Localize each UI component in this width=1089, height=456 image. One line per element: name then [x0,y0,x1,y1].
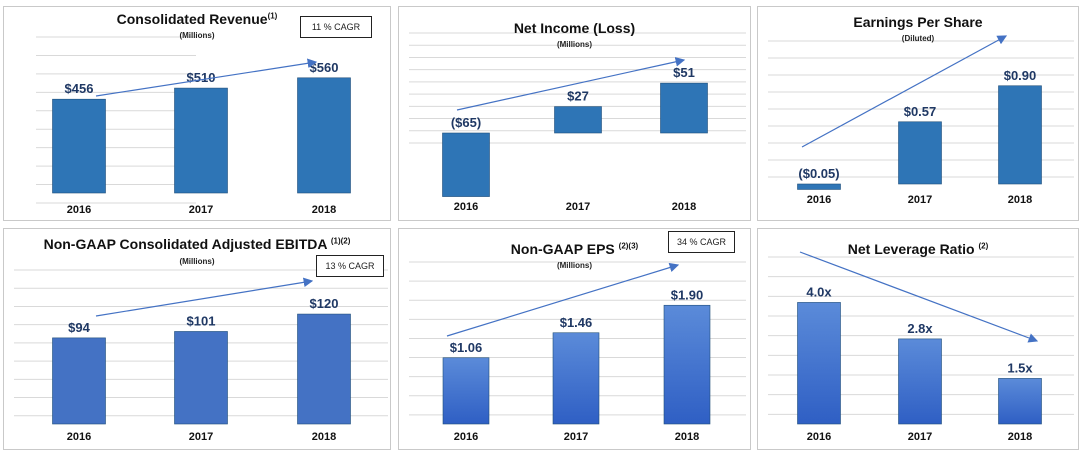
leverage-title: Net Leverage Ratio (2) [847,241,989,257]
net-income-title: Net Income (Loss) [513,20,636,36]
eps-trend-arrow [801,35,1008,148]
revenue-bar-2016 [52,98,106,194]
net-income-bar-2018 [660,82,708,134]
nongaap-eps-panel: $1.06 2016 $1.46 2017 $1.90 2018 Non-GAAP EPS… [398,228,751,450]
revenue-data-label-2017: $510 [187,70,216,85]
leverage-panel: 4.0x 2016 2.8x 2017 1.5x 2018 Net Leverage Ra… [757,228,1079,450]
leverage-tick-label-2017: 2017 [908,431,932,443]
ebitda-tick-label-2016: 2016 [67,431,91,443]
nongaap-eps-cagr-box: 34 % CAGR [668,231,735,253]
ebitda-bar-2017 [174,331,228,425]
nongaap-eps-chart: $1.06 2016 $1.46 2017 $1.90 2018 [409,261,746,443]
revenue-subtitle: (Millions) [179,31,215,40]
ebitda-bar-2016 [52,337,106,425]
revenue-panel: $456 2016 $510 2017 $560 2018 Consolidated Re… [3,6,391,221]
revenue-tick-label-2018: 2018 [312,204,336,216]
leverage-tick-label-2016: 2016 [807,431,831,443]
net-income-data-label-2016: ($65) [451,115,481,130]
nongaap-eps-data-label-2016: $1.06 [450,340,483,355]
leverage-bar-2018 [998,378,1042,425]
eps-tick-label-2018: 2018 [1008,194,1032,206]
net-income-trend-arrow [456,57,686,111]
eps-tick-label-2016: 2016 [807,194,831,206]
leverage-data-label-2016: 4.0x [806,284,832,299]
leverage-chart: 4.0x 2016 2.8x 2017 1.5x 2018 [768,251,1074,443]
net-income-bar-2017 [554,106,602,134]
ebitda-title: Non-GAAP Consolidated Adjusted EBITDA (1… [43,236,351,252]
revenue-tick-label-2016: 2016 [67,204,91,216]
ebitda-data-label-2018: $120 [310,296,339,311]
ebitda-subtitle: (Millions) [179,257,215,266]
leverage-bar-2017 [898,338,942,425]
nongaap-eps-tick-label-2016: 2016 [454,431,478,443]
net-income-panel: ($65) 2016 $27 2017 $51 2018 Net Income (Loss… [398,6,751,221]
net-income-bar-2016 [442,132,490,197]
ebitda-tick-label-2018: 2018 [312,431,336,443]
net-income-tick-label-2017: 2017 [566,201,590,213]
revenue-bar-2017 [174,87,228,194]
nongaap-eps-bar-2017 [552,332,600,425]
ebitda-panel: $94 2016 $101 2017 $120 2018 Non-GAAP Consoli… [3,228,391,450]
leverage-bar-2016 [797,302,841,425]
ebitda-trend-arrow [95,277,314,317]
nongaap-eps-data-label-2017: $1.46 [560,315,593,330]
eps-title: Earnings Per Share [853,14,983,30]
ebitda-chart: $94 2016 $101 2017 $120 2018 [14,269,388,443]
leverage-tick-label-2018: 2018 [1008,431,1032,443]
revenue-title: Consolidated Revenue(1) [116,11,278,27]
revenue-trend-arrow [95,58,318,97]
net-income-data-label-2018: $51 [673,65,695,80]
nongaap-eps-bar-2016 [442,357,490,425]
eps-bar-2017 [898,121,942,185]
eps-data-label-2018: $0.90 [1004,68,1037,83]
eps-panel: ($0.05) 2016 $0.57 2017 $0.90 2018 Earnings P… [757,6,1079,221]
nongaap-eps-tick-label-2018: 2018 [675,431,699,443]
net-income-tick-label-2016: 2016 [454,201,478,213]
eps-tick-label-2017: 2017 [908,194,932,206]
ebitda-cagr-box: 13 % CAGR [316,255,384,277]
eps-data-label-2016: ($0.05) [798,166,839,181]
nongaap-eps-title: Non-GAAP EPS (2)(3) [510,241,639,257]
ebitda-data-label-2017: $101 [187,313,216,328]
eps-bar-2016 [797,183,841,190]
leverage-data-label-2018: 1.5x [1007,360,1033,375]
nongaap-eps-trend-arrow [446,262,680,337]
ebitda-tick-label-2017: 2017 [189,431,213,443]
nongaap-eps-tick-label-2017: 2017 [564,431,588,443]
eps-bar-2018 [998,85,1042,185]
leverage-data-label-2017: 2.8x [907,321,933,336]
net-income-data-label-2017: $27 [567,89,589,104]
nongaap-eps-data-label-2018: $1.90 [671,287,704,302]
eps-chart: ($0.05) 2016 $0.57 2017 $0.90 2018 [768,35,1074,206]
eps-subtitle: (Diluted) [901,34,935,43]
nongaap-eps-subtitle: (Millions) [556,261,593,270]
revenue-data-label-2016: $456 [65,81,94,96]
nongaap-eps-bar-2018 [663,304,711,425]
leverage-trend-arrow [799,251,1039,343]
eps-data-label-2017: $0.57 [904,104,937,119]
net-income-chart: ($65) 2016 $27 2017 $51 2018 [409,32,746,213]
revenue-tick-label-2017: 2017 [189,204,213,216]
net-income-tick-label-2018: 2018 [672,201,696,213]
ebitda-data-label-2016: $94 [68,320,90,335]
ebitda-bar-2018 [297,313,351,425]
revenue-cagr-box: 11 % CAGR [300,16,372,38]
net-income-subtitle: (Millions) [556,40,593,49]
revenue-bar-2018 [297,77,351,194]
